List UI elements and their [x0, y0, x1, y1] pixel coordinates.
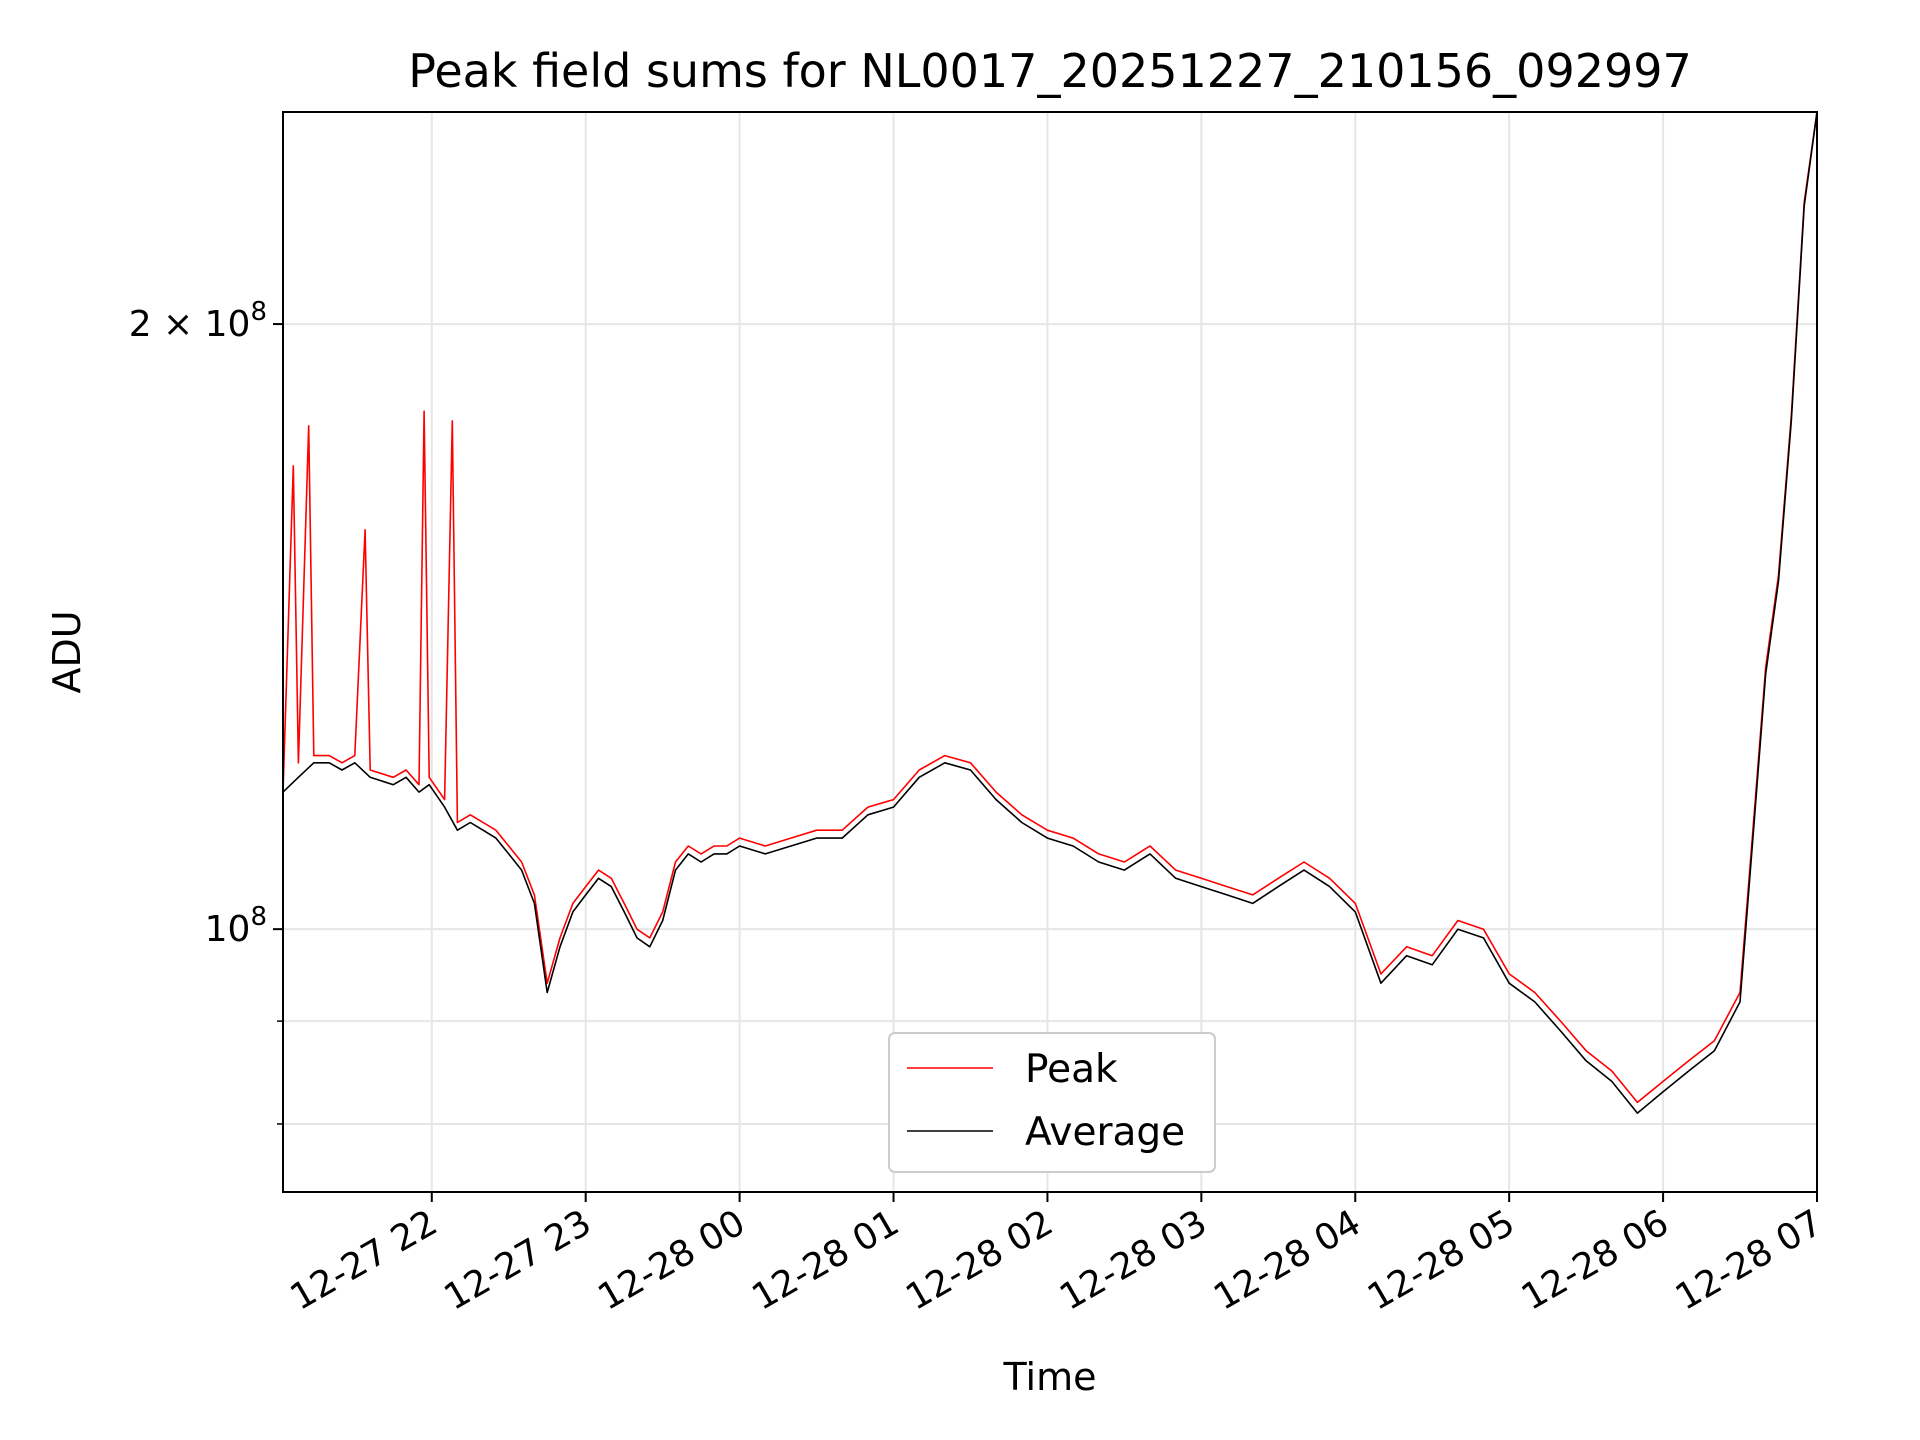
x-axis-label: Time	[1003, 1355, 1097, 1399]
legend-label-average: Average	[1025, 1110, 1185, 1155]
x-tick-label: 12-27 23	[438, 1202, 599, 1318]
x-tick-label: 12-27 22	[284, 1202, 445, 1318]
x-tick-label: 12-28 00	[591, 1202, 752, 1318]
chart-title: Peak field sums for NL0017_20251227_2101…	[408, 44, 1692, 98]
x-tick-label: 12-28 05	[1361, 1202, 1522, 1318]
plot-series	[282, 111, 1818, 1114]
grid	[283, 112, 1818, 1192]
x-tick-label: 12-28 02	[899, 1202, 1060, 1318]
x-tick-label: 12-28 04	[1207, 1202, 1368, 1318]
series-line-peak	[282, 111, 1818, 1104]
series-line-average	[282, 111, 1818, 1114]
x-tick-label: 12-28 06	[1515, 1202, 1676, 1318]
y-axis-label: ADU	[45, 610, 89, 693]
legend: Peak Average	[888, 1032, 1216, 1173]
x-tick-label: 12-28 03	[1053, 1202, 1214, 1318]
y-tick-label: 2 × 108	[129, 297, 267, 345]
plot-frame	[282, 111, 1818, 1193]
x-tick-label: 12-28 01	[745, 1202, 906, 1318]
legend-label-peak: Peak	[1025, 1047, 1118, 1092]
x-tick-label: 12-28 07	[1669, 1202, 1830, 1318]
y-tick-label: 108	[205, 902, 267, 950]
